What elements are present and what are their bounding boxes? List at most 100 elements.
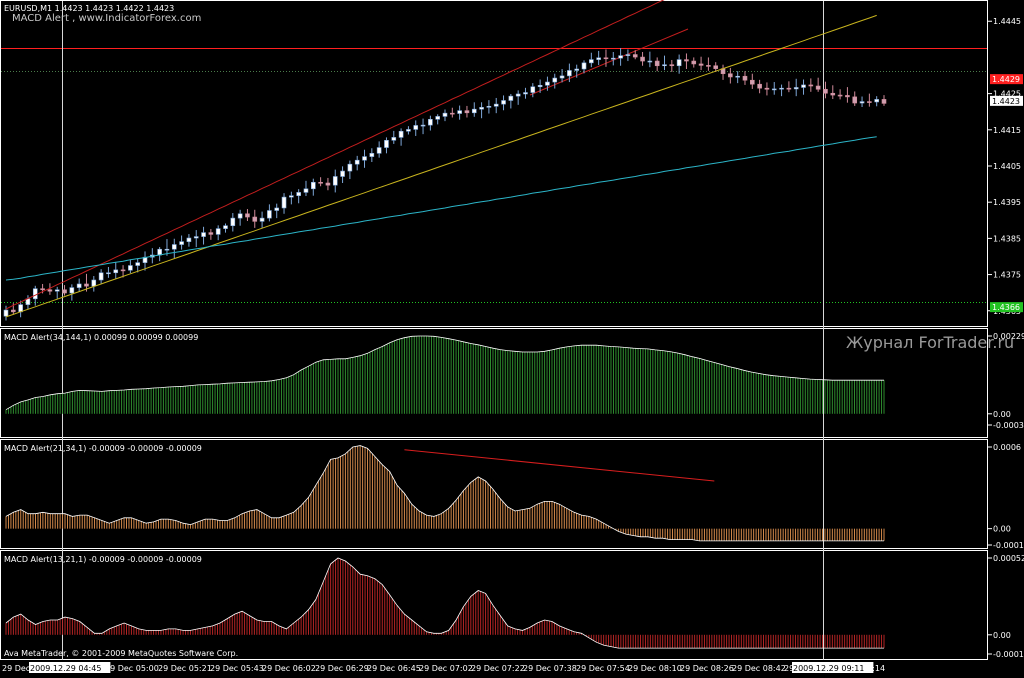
- candle-body: [347, 163, 353, 172]
- price-tag: [990, 95, 1023, 106]
- candle-body: [596, 57, 601, 60]
- candle-body: [76, 283, 82, 288]
- candle-body: [11, 309, 16, 313]
- candle-body: [457, 110, 462, 114]
- price-trendline: [529, 28, 689, 96]
- time-label: 29 Dec 07:54: [576, 664, 630, 673]
- time-label: 29 Dec 07:38: [523, 664, 577, 673]
- candle-body: [559, 75, 565, 79]
- macd3-panel-frame: [0, 550, 988, 660]
- candle-body: [391, 137, 397, 141]
- macd2-title: MACD Alert(21,34,1) -0.00009 -0.00009 -0…: [4, 444, 202, 453]
- candle-body: [545, 81, 550, 86]
- moving-averages: [5, 0, 877, 318]
- candle-body: [354, 159, 360, 165]
- candle-body: [428, 119, 433, 126]
- candle-body: [618, 55, 623, 59]
- candle-body: [406, 129, 411, 132]
- time-axis: 29 Dec 2009.12.29 04:45 29 Dec 05:00 29 Dec…: [2, 662, 885, 673]
- macd1-title: MACD Alert(34,144,1) 0.00099 0.00099 0.0…: [4, 333, 198, 342]
- candle-body: [296, 192, 301, 196]
- macd-tick-label: -0.00033: [993, 421, 1024, 430]
- candle-body: [186, 237, 192, 242]
- time-label: 29 Dec 08:10: [628, 664, 682, 673]
- indicator-subtitle: MACD Alert , www.IndicatorForex.com: [12, 13, 201, 24]
- macd3-histogram: [5, 557, 885, 649]
- candle-body: [435, 116, 440, 120]
- watermark: Журнал ForTrader.ru: [846, 333, 1014, 352]
- candle-body: [867, 101, 872, 103]
- candles: [3, 48, 887, 321]
- price-tick-label: 1.4405: [993, 162, 1021, 171]
- candle-body: [369, 153, 375, 157]
- candle-body: [552, 77, 558, 83]
- histogram-outline: [5, 557, 884, 649]
- candle-body: [706, 65, 711, 67]
- candle-body: [98, 272, 104, 281]
- price-tag-label: 1.4429: [992, 75, 1020, 84]
- candle-body: [215, 228, 221, 235]
- candle-body: [164, 248, 170, 251]
- candle-body: [589, 59, 594, 64]
- ema-mid-line: [5, 0, 665, 310]
- macd-tick-label: 0.00052: [993, 554, 1024, 563]
- candle-body: [713, 65, 719, 69]
- candle-body: [289, 195, 294, 198]
- axis-ticks: 1.4445 1.4425 1.4415 1.4405 1.4395 1.4385 1.43…: [987, 17, 1024, 659]
- candle-body: [450, 112, 455, 115]
- candle-body: [135, 262, 140, 266]
- candle-body: [420, 124, 426, 127]
- macd-tick-label: -0.00013: [993, 650, 1024, 659]
- candle-body: [749, 79, 755, 85]
- price-tag: [990, 74, 1023, 85]
- candle-body: [881, 99, 887, 104]
- candle-body: [801, 84, 806, 88]
- symbol-title: EURUSD,M1 1.4423 1.4423 1.4422 1.4423: [4, 4, 174, 13]
- price-tag: [990, 302, 1023, 313]
- time-label: 29 Dec 06:02: [262, 664, 316, 673]
- time-label: 29 Dec 06:45: [367, 664, 421, 673]
- candle-body: [40, 288, 45, 291]
- candle-body: [237, 213, 243, 219]
- candle-body: [54, 289, 60, 292]
- candle-body: [223, 225, 228, 229]
- candle-body: [757, 83, 762, 89]
- price-tick-label: 1.4385: [993, 234, 1021, 243]
- candle-body: [742, 75, 748, 81]
- candle-body: [464, 110, 470, 114]
- macd-tick-label: -0.00012: [993, 541, 1024, 550]
- histogram-outline: [5, 445, 884, 542]
- candle-body: [442, 112, 448, 117]
- price-tick-label: 1.4445: [993, 17, 1021, 26]
- candle-body: [376, 147, 382, 154]
- candle-body: [640, 56, 645, 62]
- time-label: 29 Dec 08:26: [680, 664, 734, 673]
- price-tag-label: 1.4423: [992, 97, 1020, 106]
- candle-body: [479, 107, 484, 110]
- candle-body: [632, 54, 638, 58]
- candle-body: [654, 60, 660, 67]
- candle-body: [171, 244, 177, 250]
- candle-body: [325, 182, 331, 186]
- candle-body: [874, 99, 879, 103]
- candle-body: [208, 232, 214, 235]
- candle-body: [684, 59, 689, 62]
- candle-body: [771, 88, 777, 91]
- macd-tick-label: 0.0006: [993, 443, 1021, 452]
- macd-tick-label: 0.00: [993, 525, 1011, 534]
- candle-body: [647, 60, 653, 63]
- candle-body: [574, 68, 580, 71]
- candle-body: [318, 181, 323, 184]
- time-label: 29 Dec 07:02: [419, 664, 473, 673]
- candle-body: [662, 64, 667, 67]
- candle-body: [128, 265, 133, 271]
- candle-body: [245, 213, 250, 218]
- candle-body: [830, 92, 836, 96]
- candle-body: [398, 130, 404, 138]
- histogram-trendline: [404, 449, 715, 482]
- candle-body: [332, 176, 338, 186]
- candle-body: [274, 207, 280, 211]
- macd3-title: MACD Alert(13,21,1) -0.00009 -0.00009 -0…: [4, 555, 202, 564]
- candle-body: [603, 57, 609, 60]
